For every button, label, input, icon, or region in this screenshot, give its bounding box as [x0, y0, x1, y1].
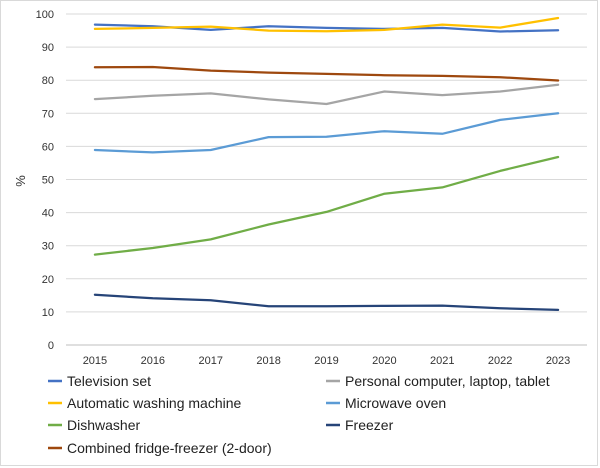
- x-tick-label: 2018: [256, 355, 280, 367]
- y-tick-label: 30: [42, 241, 54, 253]
- legend-label: Dishwasher: [67, 417, 140, 433]
- y-tick-label: 40: [42, 208, 54, 220]
- y-tick-label: 20: [42, 274, 54, 286]
- legend-item: Television set: [48, 373, 151, 389]
- series-line-4: [93, 112, 560, 154]
- y-tick-label: 90: [42, 42, 54, 54]
- x-tick-label: 2022: [488, 355, 512, 367]
- legend-label: Combined fridge-freezer (2-door): [67, 440, 272, 456]
- series-line-5: [93, 155, 560, 256]
- x-axis-ticks: 2015 2016 2017 2018 2019 2020 2021 2022 2023: [83, 355, 571, 367]
- y-tick-label: 50: [42, 175, 54, 187]
- series-line-6: [93, 293, 560, 312]
- legend-label: Microwave oven: [345, 395, 446, 411]
- y-tick-label: 100: [36, 9, 54, 21]
- legend-label: Freezer: [345, 417, 394, 433]
- x-tick-label: 2020: [372, 355, 396, 367]
- series-line-3: [93, 16, 560, 33]
- x-tick-label: 2023: [546, 355, 570, 367]
- series-lines: [93, 16, 560, 312]
- legend-item: Personal computer, laptop, tablet: [326, 373, 550, 389]
- x-tick-label: 2019: [314, 355, 338, 367]
- legend: Television set Personal computer, laptop,…: [48, 373, 550, 456]
- y-tick-label: 80: [42, 75, 54, 87]
- y-tick-label: 70: [42, 108, 54, 120]
- x-tick-label: 2017: [198, 355, 222, 367]
- legend-label: Automatic washing machine: [67, 395, 242, 411]
- y-axis-title: %: [13, 175, 28, 187]
- x-tick-label: 2016: [141, 355, 165, 367]
- legend-item: Microwave oven: [326, 395, 446, 411]
- legend-label: Television set: [67, 373, 151, 389]
- series-line-7: [93, 65, 560, 82]
- y-tick-label: 0: [48, 340, 54, 352]
- y-tick-label: 60: [42, 141, 54, 153]
- x-tick-label: 2015: [83, 355, 107, 367]
- legend-item: Combined fridge-freezer (2-door): [48, 440, 272, 456]
- gridlines: [66, 13, 587, 346]
- y-tick-label: 10: [42, 307, 54, 319]
- legend-item: Dishwasher: [48, 417, 140, 433]
- x-tick-label: 2021: [430, 355, 454, 367]
- y-axis-ticks: 0 10 20 30 40 50 60 70 80 90 100: [36, 9, 54, 352]
- legend-label: Personal computer, laptop, tablet: [345, 373, 550, 389]
- legend-item: Automatic washing machine: [48, 395, 242, 411]
- series-line-2: [93, 83, 560, 106]
- legend-item: Freezer: [326, 417, 394, 433]
